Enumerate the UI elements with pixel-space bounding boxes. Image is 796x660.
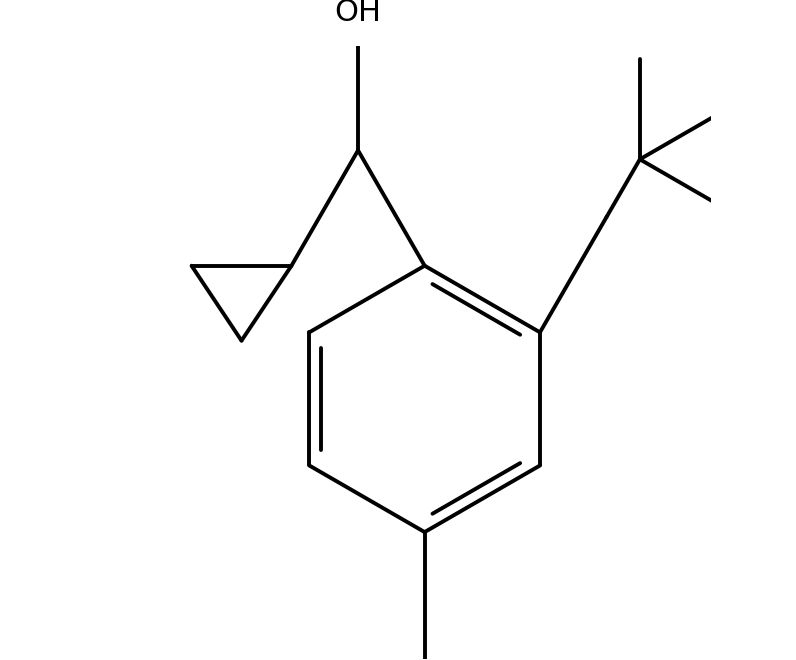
Text: OH: OH: [334, 0, 381, 27]
